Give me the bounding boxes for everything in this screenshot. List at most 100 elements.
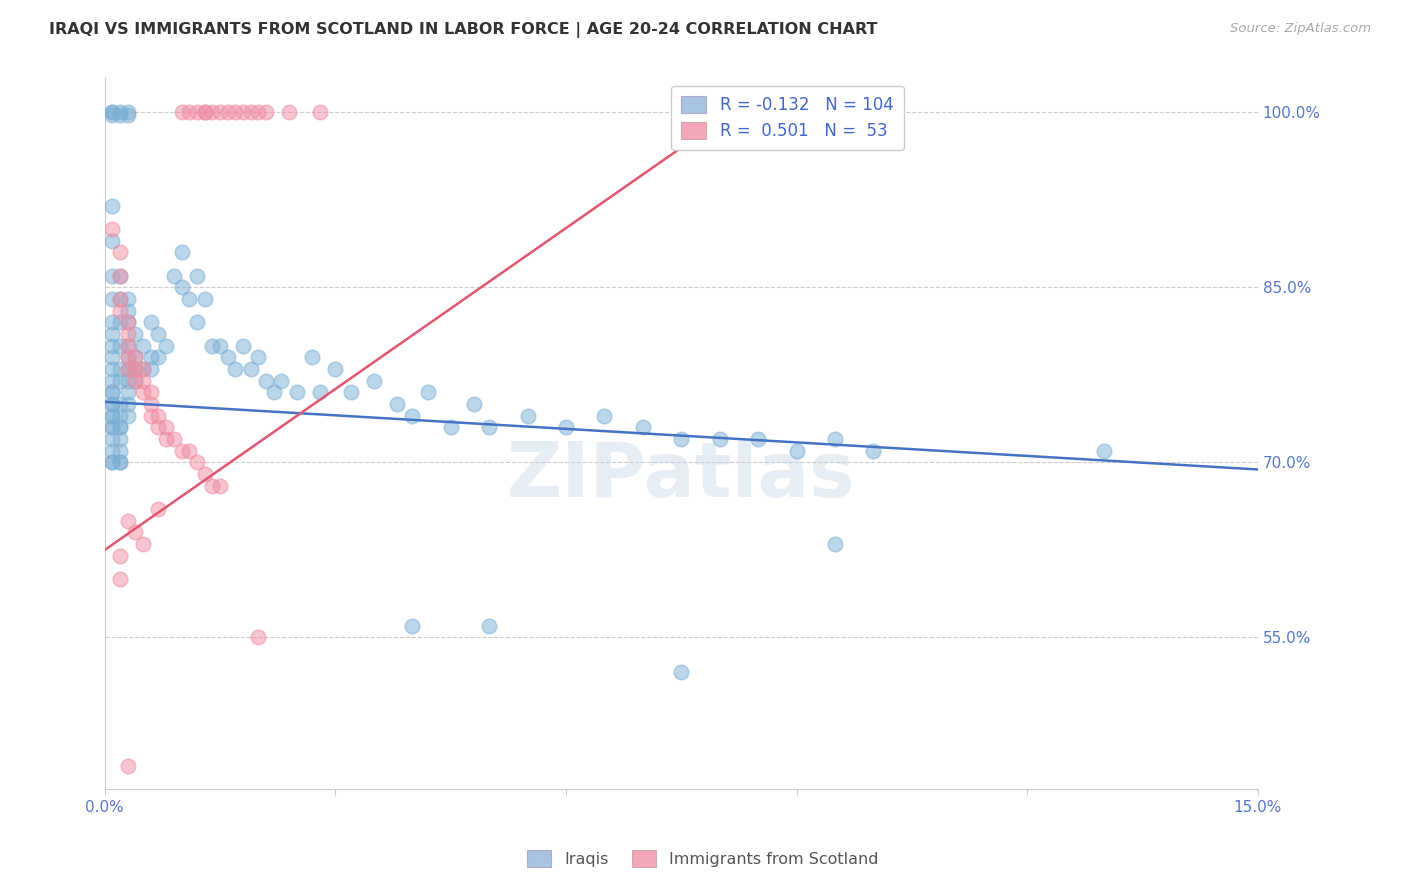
Point bbox=[101, 420, 124, 434]
Point bbox=[108, 303, 131, 318]
Point bbox=[232, 339, 254, 353]
Point bbox=[108, 397, 131, 411]
Point bbox=[132, 374, 155, 388]
Point bbox=[285, 385, 308, 400]
Point bbox=[170, 280, 193, 294]
Point bbox=[101, 397, 124, 411]
Point bbox=[101, 420, 124, 434]
Point bbox=[101, 315, 124, 329]
Point bbox=[108, 292, 131, 306]
Point bbox=[179, 105, 201, 120]
Point bbox=[117, 339, 139, 353]
Point bbox=[108, 292, 131, 306]
Point bbox=[139, 351, 162, 365]
Point bbox=[194, 105, 217, 120]
Point bbox=[631, 420, 654, 434]
Point bbox=[108, 374, 131, 388]
Point bbox=[671, 432, 693, 446]
Point bbox=[824, 537, 846, 551]
Point bbox=[478, 420, 501, 434]
Point bbox=[108, 420, 131, 434]
Point bbox=[117, 327, 139, 342]
Point bbox=[117, 759, 139, 773]
Point bbox=[117, 315, 139, 329]
Point bbox=[117, 339, 139, 353]
Point bbox=[117, 514, 139, 528]
Point bbox=[155, 420, 177, 434]
Point bbox=[208, 105, 231, 120]
Point bbox=[363, 374, 385, 388]
Point bbox=[108, 572, 131, 586]
Point bbox=[1092, 443, 1115, 458]
Point bbox=[124, 362, 146, 376]
Point bbox=[139, 397, 162, 411]
Point bbox=[148, 420, 170, 434]
Point bbox=[108, 455, 131, 469]
Point bbox=[108, 105, 131, 120]
Point bbox=[201, 105, 224, 120]
Point bbox=[224, 362, 246, 376]
Point bbox=[101, 455, 124, 469]
Point bbox=[186, 455, 208, 469]
Point bbox=[179, 292, 201, 306]
Point bbox=[824, 432, 846, 446]
Point bbox=[148, 502, 170, 516]
Point bbox=[301, 351, 323, 365]
Point bbox=[186, 315, 208, 329]
Point bbox=[101, 268, 124, 283]
Point bbox=[117, 362, 139, 376]
Point bbox=[132, 537, 155, 551]
Point bbox=[139, 385, 162, 400]
Point bbox=[139, 409, 162, 423]
Point bbox=[247, 105, 270, 120]
Point bbox=[170, 245, 193, 260]
Point bbox=[132, 362, 155, 376]
Point bbox=[101, 455, 124, 469]
Point bbox=[478, 619, 501, 633]
Point bbox=[124, 327, 146, 342]
Point bbox=[101, 409, 124, 423]
Point bbox=[108, 108, 131, 122]
Point bbox=[101, 292, 124, 306]
Point bbox=[117, 351, 139, 365]
Point bbox=[139, 315, 162, 329]
Point bbox=[270, 374, 292, 388]
Point bbox=[132, 362, 155, 376]
Point bbox=[170, 443, 193, 458]
Point bbox=[101, 385, 124, 400]
Point bbox=[148, 351, 170, 365]
Point bbox=[101, 105, 124, 120]
Point bbox=[101, 351, 124, 365]
Point bbox=[155, 432, 177, 446]
Point bbox=[278, 105, 301, 120]
Point bbox=[108, 315, 131, 329]
Point bbox=[117, 292, 139, 306]
Point bbox=[309, 385, 332, 400]
Point bbox=[186, 105, 208, 120]
Point bbox=[593, 409, 616, 423]
Point bbox=[217, 351, 239, 365]
Point bbox=[747, 432, 769, 446]
Point bbox=[239, 105, 262, 120]
Point bbox=[254, 105, 277, 120]
Point bbox=[194, 292, 217, 306]
Point bbox=[108, 420, 131, 434]
Point bbox=[108, 432, 131, 446]
Point bbox=[117, 397, 139, 411]
Point bbox=[117, 385, 139, 400]
Point bbox=[339, 385, 361, 400]
Point bbox=[101, 199, 124, 213]
Point bbox=[139, 362, 162, 376]
Point bbox=[117, 351, 139, 365]
Point bbox=[862, 443, 884, 458]
Point bbox=[148, 327, 170, 342]
Point bbox=[232, 105, 254, 120]
Point bbox=[101, 234, 124, 248]
Point bbox=[254, 374, 277, 388]
Point bbox=[155, 339, 177, 353]
Point bbox=[709, 432, 731, 446]
Text: Source: ZipAtlas.com: Source: ZipAtlas.com bbox=[1230, 22, 1371, 36]
Point bbox=[101, 105, 124, 120]
Point bbox=[117, 303, 139, 318]
Point bbox=[108, 409, 131, 423]
